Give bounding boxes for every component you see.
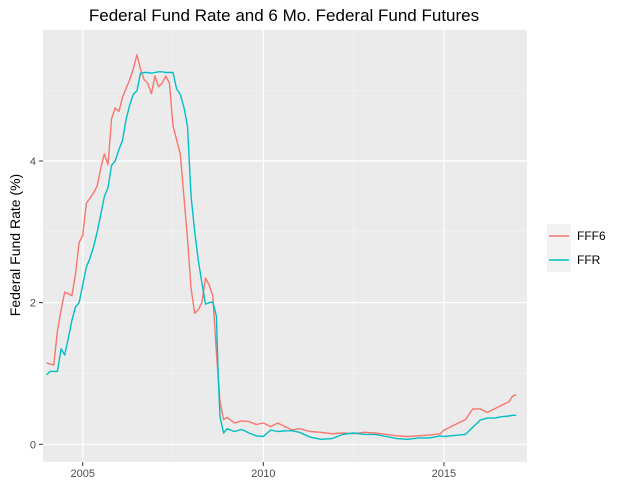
x-axis: 2005 2010 2015 <box>70 462 456 480</box>
x-tick-label: 2015 <box>432 468 456 480</box>
y-tick-label: 0 <box>30 439 36 451</box>
legend-label: FFF6 <box>577 229 606 243</box>
series-layer <box>46 54 517 440</box>
series-line-ffr <box>46 71 517 440</box>
series-line-fff6 <box>46 54 517 438</box>
grid-lines <box>43 30 527 462</box>
y-axis-label: Federal Fund Rate (%) <box>7 174 23 316</box>
legend: FFF6 FFR <box>547 224 606 272</box>
y-tick-label: 2 <box>30 298 36 310</box>
x-tick-label: 2010 <box>251 468 275 480</box>
chart-title: Federal Fund Rate and 6 Mo. Federal Fund… <box>89 6 479 25</box>
y-axis: 0 2 4 <box>30 156 43 451</box>
y-tick-label: 4 <box>30 156 36 168</box>
plot-panel <box>43 30 527 462</box>
legend-label: FFR <box>577 253 601 267</box>
x-tick-label: 2005 <box>70 468 94 480</box>
